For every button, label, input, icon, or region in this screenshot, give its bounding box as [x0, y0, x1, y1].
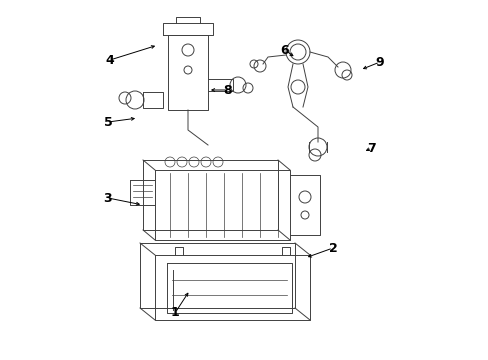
Text: 3: 3: [103, 192, 112, 204]
Text: 7: 7: [367, 141, 376, 154]
Text: 6: 6: [280, 44, 289, 57]
Text: 1: 1: [170, 306, 179, 320]
Text: 4: 4: [105, 54, 114, 67]
Text: 5: 5: [103, 116, 112, 129]
Text: 8: 8: [223, 84, 232, 96]
Text: 2: 2: [328, 242, 337, 255]
Text: 9: 9: [375, 55, 384, 68]
